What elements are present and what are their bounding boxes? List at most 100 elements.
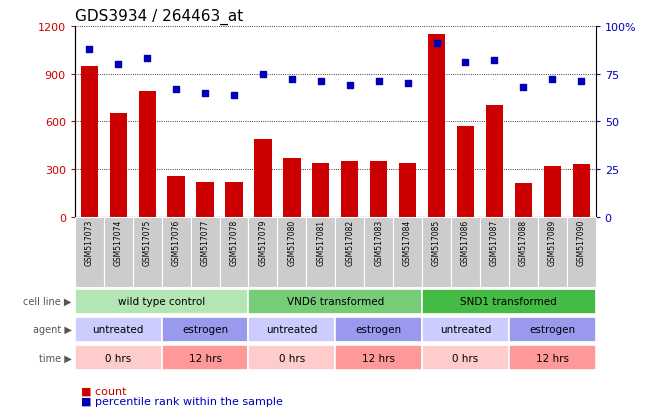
Text: agent ▶: agent ▶ xyxy=(33,325,72,335)
Bar xyxy=(104,217,133,287)
Bar xyxy=(457,127,474,217)
Text: ■ count: ■ count xyxy=(81,385,127,395)
Bar xyxy=(219,217,249,287)
Point xyxy=(258,71,268,78)
Bar xyxy=(538,217,567,287)
Text: VND6 transformed: VND6 transformed xyxy=(286,297,384,306)
Text: GSM517076: GSM517076 xyxy=(172,219,180,266)
Bar xyxy=(335,317,422,342)
Point xyxy=(518,85,529,91)
Point xyxy=(460,60,471,66)
Text: GSM517080: GSM517080 xyxy=(287,219,296,266)
Bar xyxy=(75,217,104,287)
Point xyxy=(547,77,557,83)
Bar xyxy=(399,163,416,217)
Point xyxy=(576,79,587,85)
Text: GSM517086: GSM517086 xyxy=(461,219,470,266)
Bar xyxy=(486,106,503,217)
Bar xyxy=(161,217,191,287)
Text: GSM517087: GSM517087 xyxy=(490,219,499,266)
Bar xyxy=(364,217,393,287)
Bar xyxy=(370,162,387,217)
Text: SND1 transformed: SND1 transformed xyxy=(460,297,557,306)
Point xyxy=(142,56,152,62)
Bar xyxy=(277,217,307,287)
Text: untreated: untreated xyxy=(92,325,144,335)
Bar xyxy=(109,114,127,217)
Bar xyxy=(249,317,335,342)
Bar xyxy=(428,35,445,217)
Point xyxy=(286,77,297,83)
Bar xyxy=(255,140,271,217)
Bar xyxy=(509,217,538,287)
Point xyxy=(200,90,210,97)
Bar xyxy=(335,217,364,287)
Bar xyxy=(139,92,156,217)
Bar xyxy=(312,163,329,217)
Text: GSM517090: GSM517090 xyxy=(577,219,586,266)
Text: GSM517083: GSM517083 xyxy=(374,219,383,266)
Text: GSM517089: GSM517089 xyxy=(547,219,557,266)
Bar xyxy=(283,159,301,217)
Text: GSM517081: GSM517081 xyxy=(316,219,326,266)
Bar xyxy=(249,217,277,287)
Text: estrogen: estrogen xyxy=(182,325,228,335)
Point xyxy=(489,58,499,64)
Bar xyxy=(422,317,509,342)
Point xyxy=(84,46,94,53)
Text: untreated: untreated xyxy=(440,325,491,335)
Text: GSM517074: GSM517074 xyxy=(114,219,123,266)
Text: ■ percentile rank within the sample: ■ percentile rank within the sample xyxy=(81,396,283,406)
Text: 0 hrs: 0 hrs xyxy=(279,353,305,363)
Bar xyxy=(393,217,422,287)
Bar xyxy=(341,162,359,217)
Bar xyxy=(75,345,161,370)
Bar xyxy=(75,317,161,342)
Bar xyxy=(509,317,596,342)
Text: GSM517085: GSM517085 xyxy=(432,219,441,266)
Text: 12 hrs: 12 hrs xyxy=(362,353,395,363)
Bar xyxy=(225,182,243,217)
Bar xyxy=(572,165,590,217)
Text: GSM517084: GSM517084 xyxy=(403,219,412,266)
Bar xyxy=(451,217,480,287)
Bar xyxy=(167,177,185,217)
Bar xyxy=(161,317,249,342)
Text: untreated: untreated xyxy=(266,325,318,335)
Point xyxy=(229,92,239,99)
Text: 12 hrs: 12 hrs xyxy=(189,353,221,363)
Bar xyxy=(335,345,422,370)
Text: GSM517082: GSM517082 xyxy=(345,219,354,266)
Text: 0 hrs: 0 hrs xyxy=(105,353,132,363)
Text: GSM517078: GSM517078 xyxy=(230,219,238,266)
Bar xyxy=(567,217,596,287)
Text: time ▶: time ▶ xyxy=(39,353,72,363)
Bar xyxy=(191,217,219,287)
Text: cell line ▶: cell line ▶ xyxy=(23,297,72,306)
Point xyxy=(374,79,384,85)
Point xyxy=(432,40,442,47)
Bar xyxy=(480,217,509,287)
Bar xyxy=(133,217,161,287)
Bar xyxy=(422,217,451,287)
Bar xyxy=(422,345,509,370)
Bar xyxy=(307,217,335,287)
Bar xyxy=(81,66,98,217)
Point xyxy=(402,81,413,87)
Bar xyxy=(249,289,422,314)
Bar xyxy=(544,166,561,217)
Text: GSM517077: GSM517077 xyxy=(201,219,210,266)
Text: 0 hrs: 0 hrs xyxy=(452,353,478,363)
Point xyxy=(344,83,355,89)
Point xyxy=(316,79,326,85)
Text: estrogen: estrogen xyxy=(355,325,402,335)
Bar xyxy=(161,345,249,370)
Bar xyxy=(509,345,596,370)
Bar xyxy=(75,289,249,314)
Bar xyxy=(249,345,335,370)
Text: wild type control: wild type control xyxy=(118,297,205,306)
Text: GDS3934 / 264463_at: GDS3934 / 264463_at xyxy=(75,9,243,25)
Text: GSM517075: GSM517075 xyxy=(143,219,152,266)
Bar xyxy=(515,183,532,217)
Text: GSM517079: GSM517079 xyxy=(258,219,268,266)
